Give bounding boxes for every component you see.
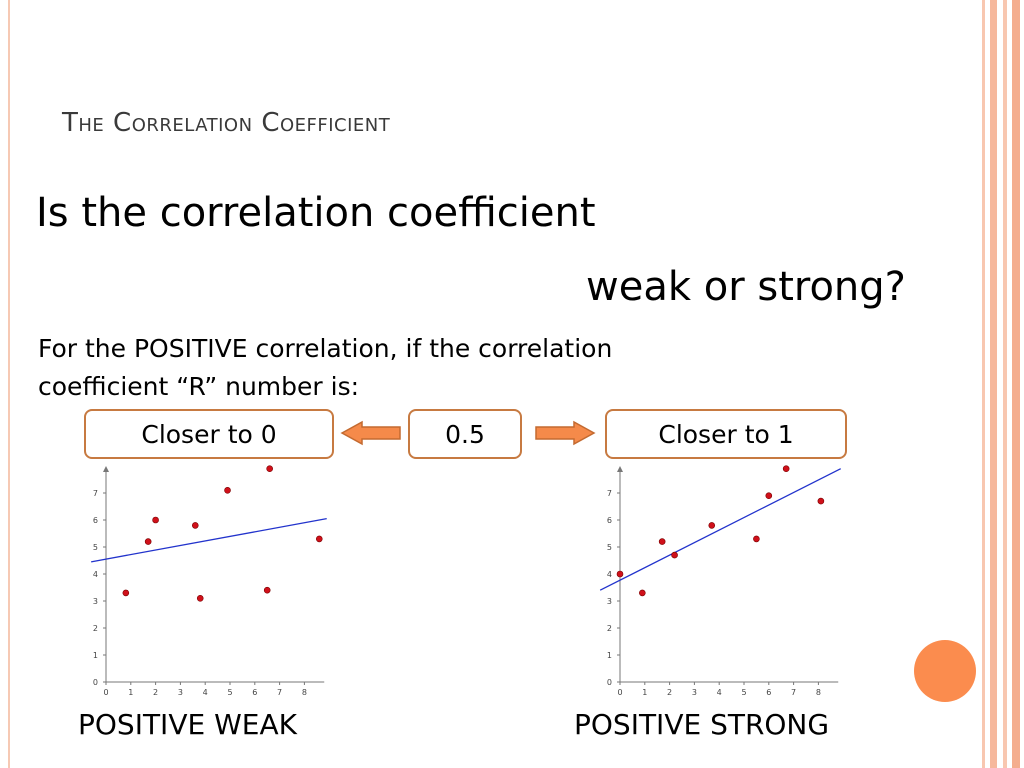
question-line-2: weak or strong? [586,264,906,310]
strong-y-tick-label: 5 [607,543,612,552]
weak-x-tick-label: 6 [252,688,257,697]
weak-data-point [144,538,152,545]
strong-data-point [765,492,773,500]
body-line-2: coefficient “R” number is: [38,372,360,401]
weak-data-point [152,516,159,524]
strong-x-tick-label: 7 [791,688,796,697]
strong-data-point [639,589,646,597]
weak-y-tick-label: 5 [93,543,98,552]
decorative-orange-circle [914,640,976,702]
right-arrow-icon [535,420,596,446]
strong-x-tick-label: 2 [667,688,672,697]
strong-y-tick-label: 6 [607,516,612,525]
left-border-line [8,0,10,768]
strong-data-point [616,570,624,578]
closer-to-zero-box: Closer to 0 [84,409,334,459]
weak-x-tick-label: 5 [227,688,232,697]
weak-y-tick-label: 6 [93,516,98,525]
strong-x-tick-label: 6 [766,688,771,697]
strong-y-tick-label: 1 [607,651,612,660]
strong-data-point [782,465,790,472]
weak-caption: POSITIVE WEAK [78,708,297,741]
strong-data-point [708,522,716,529]
weak-data-point [315,535,323,543]
strong-y-tick-label: 3 [607,597,612,606]
strong-y-tick-label: 0 [607,678,612,687]
weak-data-point [196,595,204,602]
strong-y-tick-label: 4 [607,570,612,579]
weak-y-tick-label: 7 [93,489,98,498]
weak-data-point [266,465,273,472]
strong-data-point [817,497,825,505]
weak-y-tick-label: 2 [93,624,98,633]
strong-x-tick-label: 1 [642,688,647,697]
slide-title: The Correlation Coefficient [62,108,391,138]
weak-y-axis-arrow-icon [103,466,109,472]
strong-x-tick-label: 4 [717,688,722,697]
body-text: For the POSITIVE correlation, if the cor… [38,330,938,406]
body-line-1: For the POSITIVE correlation, if the cor… [38,334,613,363]
strong-caption: POSITIVE STRONG [574,708,830,741]
strong-x-tick-label: 3 [692,688,697,697]
right-border-band-1 [982,0,985,768]
weak-x-tick-label: 3 [178,688,183,697]
weak-trendline [91,518,327,563]
weak-y-tick-label: 4 [93,570,98,579]
strong-data-point [658,538,666,545]
weak-x-tick-label: 2 [153,688,158,697]
strong-x-tick-label: 8 [816,688,821,697]
weak-x-tick-label: 8 [302,688,307,697]
strong-y-tick-label: 2 [607,624,612,633]
weak-x-tick-label: 4 [203,688,208,697]
weak-data-point [224,486,231,494]
weak-y-tick-label: 1 [93,651,98,660]
strong-x-tick-label: 0 [617,688,622,697]
closer-to-one-box: Closer to 1 [605,409,847,459]
strong-data-point [671,551,678,559]
strong-x-tick-label: 5 [741,688,746,697]
weak-y-tick-label: 3 [93,597,98,606]
strong-y-tick-label: 7 [607,489,612,498]
strong-trendline [599,468,842,591]
weak-scatter-plot: 0 1 2 3 4 5 6 7 8 0 1 2 3 4 5 6 7 [91,465,327,697]
right-border-band-4 [1012,0,1020,768]
weak-data-point [263,586,271,594]
weak-x-tick-label: 0 [103,688,108,697]
strong-scatter-plot: 0 1 2 3 4 5 6 7 8 0 1 2 3 4 5 6 7 [599,465,842,697]
question-line-1: Is the correlation coefficient [36,190,596,236]
right-border-band-2 [990,0,997,768]
strong-data-point [753,535,760,543]
weak-x-tick-label: 7 [277,688,282,697]
weak-x-tick-label: 1 [128,688,133,697]
weak-data-point [122,589,130,597]
weak-y-tick-label: 0 [93,678,98,687]
middle-value-box: 0.5 [408,409,522,459]
strong-y-axis-arrow-icon [617,466,623,472]
weak-data-point [191,522,199,529]
left-arrow-icon [340,420,401,446]
right-border-band-3 [1003,0,1007,768]
